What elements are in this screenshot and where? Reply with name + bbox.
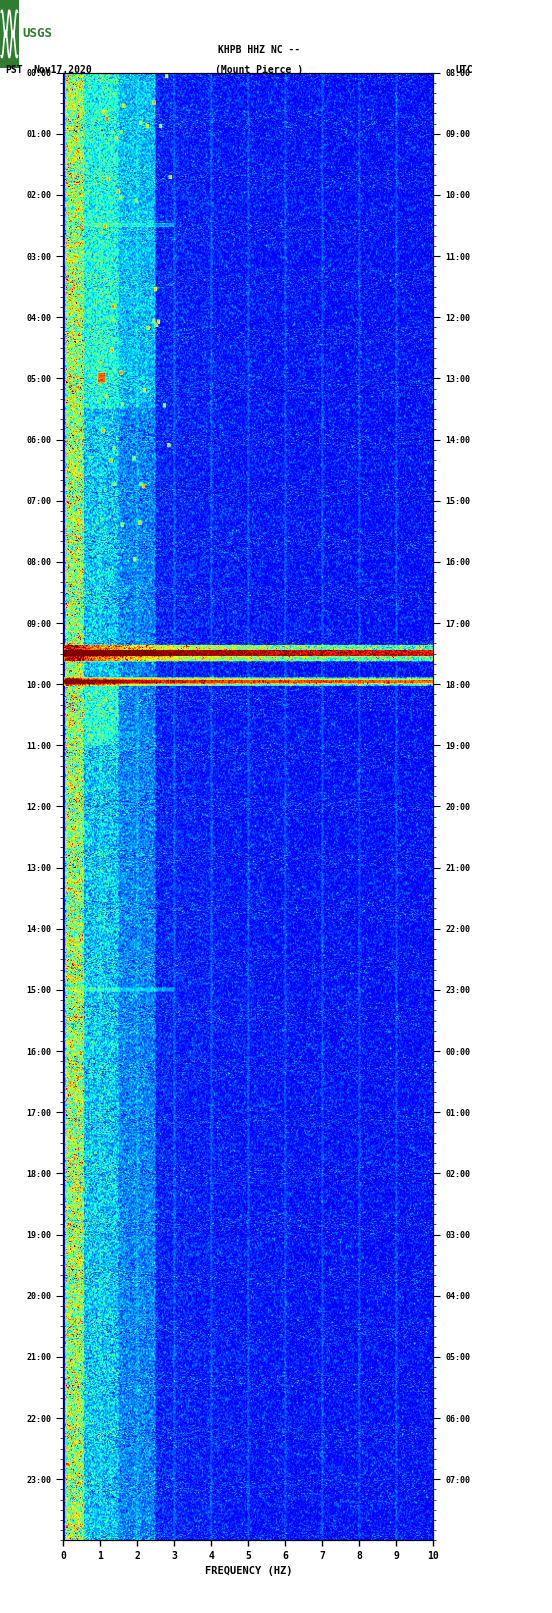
Text: PST: PST [6,65,23,74]
Text: Nov17,2020: Nov17,2020 [33,65,92,74]
Text: UTC: UTC [455,65,473,74]
Bar [0,0,19,68]
X-axis label: FREQUENCY (HZ): FREQUENCY (HZ) [205,1566,292,1576]
Text: KHPB HHZ NC --: KHPB HHZ NC -- [218,45,301,55]
Text: USGS: USGS [23,27,53,40]
Text: (Mount Pierce ): (Mount Pierce ) [215,65,304,74]
